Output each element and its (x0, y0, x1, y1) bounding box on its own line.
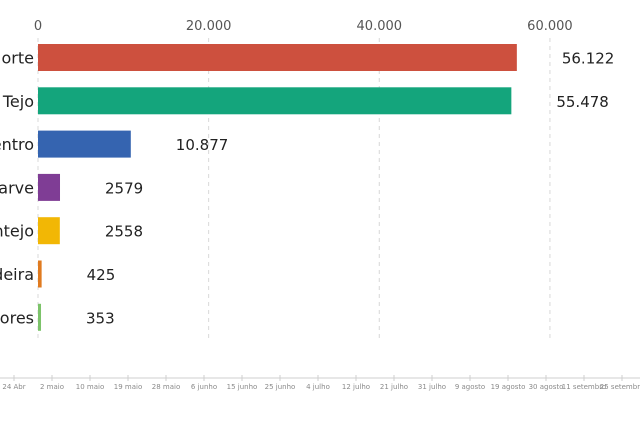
timeline-date-label[interactable]: 2 maio (40, 383, 64, 391)
timeline-date-label[interactable]: 25 junho (265, 383, 296, 391)
timeline-date-label[interactable]: 19 maio (114, 383, 142, 391)
timeline-date-label[interactable]: 9 agosto (455, 383, 485, 391)
value-label: 2579 (105, 179, 143, 197)
value-label: 56.122 (562, 50, 615, 68)
timeline-date-label[interactable]: 24 Abr (2, 383, 25, 391)
timeline-date-label[interactable]: 28 maio (152, 383, 180, 391)
bar (38, 130, 131, 158)
value-label: 353 (86, 309, 115, 327)
bars: Norte 56.122 Tejo 55.478 entro 10.877 arve 2579… (0, 44, 614, 331)
timeline-scrubber[interactable]: 24 Abr 2 maio 10 maio 19 maio 28 maio 6 junho… (0, 375, 640, 391)
category-label: ntejo (0, 222, 34, 241)
timeline-date-label[interactable]: 19 agosto (491, 383, 526, 391)
x-axis: 0 20.000 40.000 60.000 (34, 19, 573, 34)
timeline-date-label[interactable]: 11 setembro (562, 383, 606, 391)
value-label: 2558 (105, 223, 143, 241)
x-tick-label: 20.000 (186, 19, 232, 34)
category-label: deira (0, 265, 34, 284)
timeline-date-label[interactable]: 4 julho (306, 383, 330, 391)
x-tick-label: 60.000 (527, 19, 573, 34)
category-label: entro (0, 135, 34, 154)
bar (38, 44, 517, 71)
timeline-date-label[interactable]: 25 setembro (600, 383, 640, 391)
category-label: Tejo (2, 92, 34, 111)
timeline-date-label[interactable]: 21 julho (380, 383, 408, 391)
timeline-date-label[interactable]: 6 junho (191, 383, 217, 391)
timeline-date-label[interactable]: 31 julho (418, 383, 446, 391)
timeline-date-label[interactable]: 15 junho (227, 383, 258, 391)
value-label: 55.478 (556, 93, 609, 111)
x-tick-label: 0 (34, 19, 42, 34)
category-label: ores (0, 308, 34, 327)
bar (38, 303, 42, 331)
bar (38, 217, 60, 245)
category-label: arve (0, 178, 34, 197)
x-tick-label: 40.000 (357, 19, 403, 34)
timeline-date-label[interactable]: 30 agosto (529, 383, 564, 391)
bar (38, 173, 61, 201)
category-label: Norte (0, 49, 34, 68)
bar (38, 260, 42, 288)
bar (38, 87, 512, 115)
timeline-date-label[interactable]: 12 julho (342, 383, 370, 391)
timeline-date-label[interactable]: 10 maio (76, 383, 104, 391)
value-label: 425 (87, 266, 116, 284)
value-label: 10.877 (176, 136, 229, 154)
